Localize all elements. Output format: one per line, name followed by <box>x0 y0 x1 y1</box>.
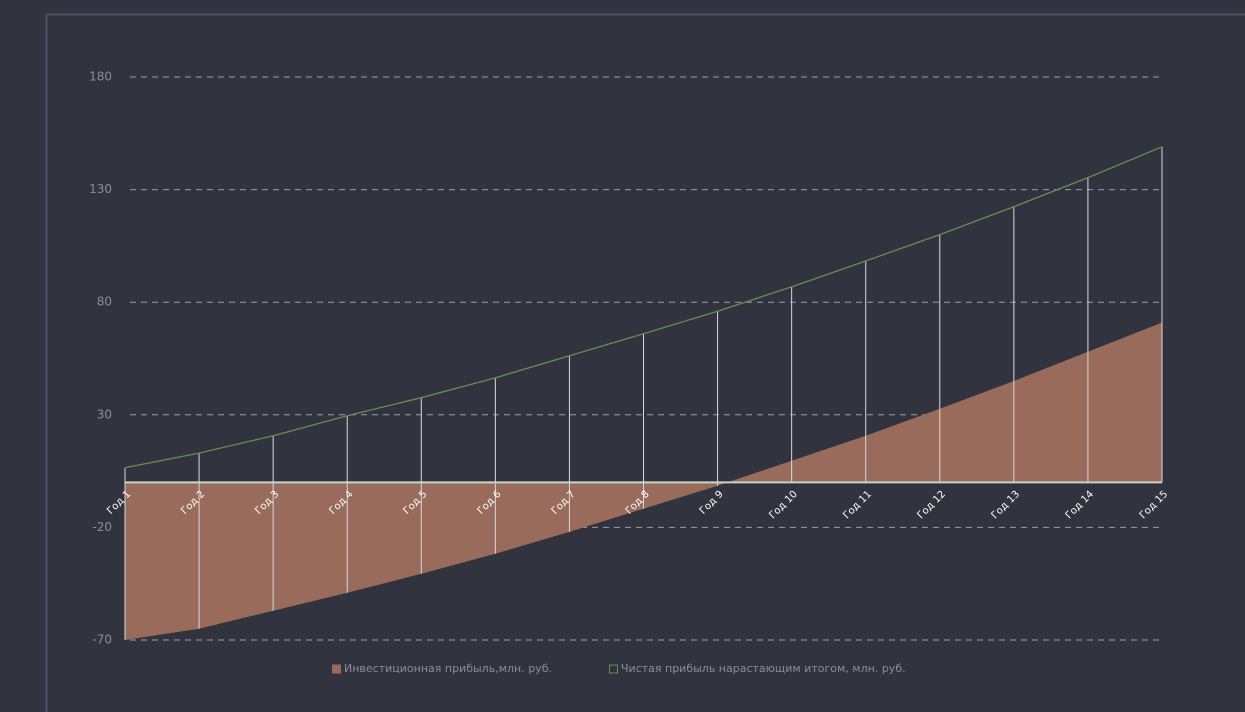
legend-swatch <box>609 664 618 674</box>
y-tick-label: 80 <box>97 295 112 309</box>
x-tick-label: Год 10 <box>767 489 800 522</box>
x-tick-label: Год 9 <box>698 489 726 517</box>
legend-swatch <box>332 664 341 674</box>
y-tick-label: -70 <box>92 633 112 647</box>
legend-label: Инвестиционная прибыль,млн. руб. <box>344 662 552 675</box>
x-tick-label: Год 15 <box>1138 489 1171 522</box>
area <box>125 322 1162 640</box>
x-tick-label: Год 12 <box>915 489 948 522</box>
x-tick-label: Год 11 <box>841 489 874 522</box>
x-tick-label: Год 14 <box>1064 489 1097 522</box>
y-tick-label: 130 <box>89 182 112 196</box>
x-tick-label: Год 13 <box>990 489 1023 522</box>
frame <box>45 13 1245 712</box>
y-tick-label: 30 <box>97 407 112 421</box>
line <box>124 146 1163 469</box>
y-tick-label: -20 <box>92 520 112 534</box>
y-tick-label: 180 <box>89 70 112 84</box>
legend-label: Чистая прибыль нарастающим итогом, млн. … <box>621 662 906 675</box>
